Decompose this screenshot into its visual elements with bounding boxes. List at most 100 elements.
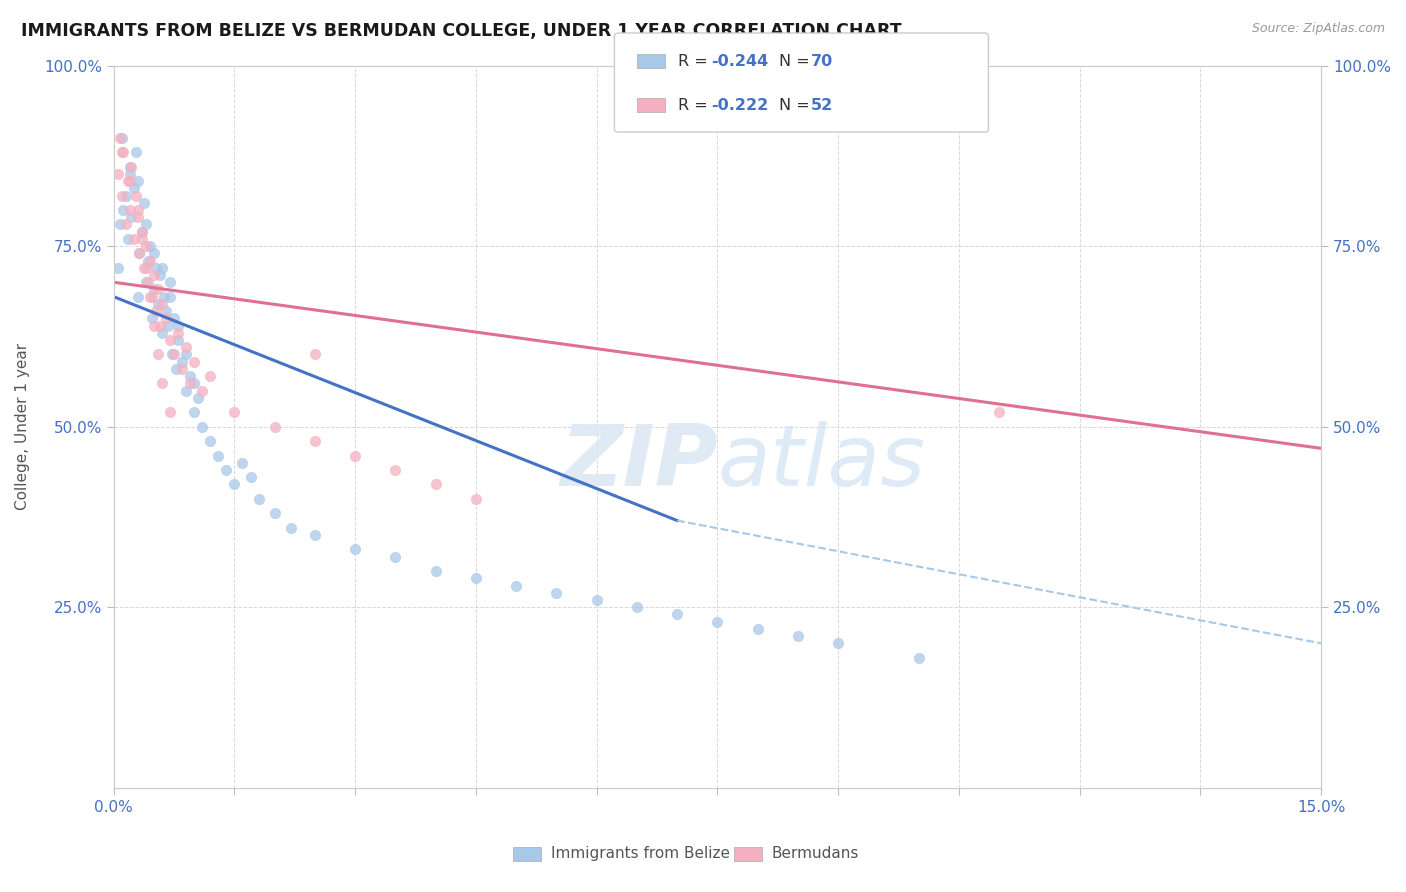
Point <box>425 477 447 491</box>
Point <box>183 376 205 391</box>
Point <box>112 145 135 160</box>
Point <box>134 260 156 275</box>
Point <box>787 629 810 643</box>
Point <box>344 542 367 557</box>
Point <box>666 607 689 622</box>
Point <box>155 311 177 326</box>
Point <box>183 405 205 419</box>
Point <box>111 188 134 202</box>
Text: Immigrants from Belize: Immigrants from Belize <box>551 847 730 861</box>
Point <box>142 268 165 282</box>
Point <box>263 506 285 520</box>
Point <box>167 326 190 340</box>
Point <box>174 340 197 354</box>
Point <box>135 239 157 253</box>
Point <box>163 311 186 326</box>
Point <box>108 131 131 145</box>
Point <box>142 283 165 297</box>
Point <box>146 297 169 311</box>
Point <box>131 225 153 239</box>
Point <box>139 239 162 253</box>
Point <box>127 202 149 217</box>
Point <box>172 354 194 368</box>
Point <box>131 232 153 246</box>
Point <box>152 290 174 304</box>
Point <box>118 167 141 181</box>
Point <box>747 622 769 636</box>
Point <box>174 347 197 361</box>
Point <box>136 275 159 289</box>
Point <box>159 333 181 347</box>
Point <box>304 528 326 542</box>
Text: -0.244: -0.244 <box>711 54 769 70</box>
Point <box>150 326 173 340</box>
Point <box>191 384 214 398</box>
Point <box>384 549 406 564</box>
Point <box>117 232 139 246</box>
Point <box>224 405 246 419</box>
Point <box>149 318 172 333</box>
Point <box>304 434 326 449</box>
Point <box>163 347 186 361</box>
Point <box>131 225 153 239</box>
Point <box>384 463 406 477</box>
Point <box>159 290 181 304</box>
Text: Source: ZipAtlas.com: Source: ZipAtlas.com <box>1251 22 1385 36</box>
Text: N =: N = <box>779 98 815 113</box>
Text: -0.222: -0.222 <box>711 98 769 113</box>
Point <box>546 586 568 600</box>
Point <box>247 491 270 506</box>
Text: N =: N = <box>779 54 815 70</box>
Point <box>141 311 163 326</box>
Text: R =: R = <box>678 98 713 113</box>
Point <box>118 202 141 217</box>
Point <box>465 491 488 506</box>
Point <box>139 253 162 268</box>
Point <box>150 260 173 275</box>
Point <box>585 593 607 607</box>
Point <box>706 615 728 629</box>
Point <box>125 188 148 202</box>
Point <box>160 347 183 361</box>
Point <box>187 391 209 405</box>
Point <box>505 578 527 592</box>
Point <box>183 354 205 368</box>
Point <box>344 449 367 463</box>
Point <box>127 174 149 188</box>
Text: atlas: atlas <box>717 421 925 504</box>
Text: 52: 52 <box>811 98 834 113</box>
Point <box>135 260 157 275</box>
Point <box>142 246 165 260</box>
Point <box>120 160 142 174</box>
Point <box>155 304 177 318</box>
Point <box>122 181 145 195</box>
Text: R =: R = <box>678 54 713 70</box>
Point <box>118 160 141 174</box>
Point <box>215 463 238 477</box>
Point <box>135 275 157 289</box>
Point <box>125 145 148 160</box>
Point <box>239 470 262 484</box>
Point <box>120 211 142 225</box>
Point <box>128 246 150 260</box>
Point <box>191 419 214 434</box>
Point <box>134 195 156 210</box>
Point <box>117 174 139 188</box>
Point <box>107 260 129 275</box>
Point <box>128 246 150 260</box>
Y-axis label: College, Under 1 year: College, Under 1 year <box>15 343 30 510</box>
Point <box>146 347 169 361</box>
Point <box>145 260 167 275</box>
Point <box>150 376 173 391</box>
Point <box>166 362 188 376</box>
Point <box>200 434 222 449</box>
Point <box>231 456 253 470</box>
Point <box>200 369 222 384</box>
Point <box>465 571 488 585</box>
Text: ZIP: ZIP <box>560 421 717 504</box>
Point <box>907 650 929 665</box>
Point <box>988 405 1011 419</box>
Point <box>167 318 190 333</box>
Point <box>172 362 194 376</box>
Point <box>112 202 135 217</box>
